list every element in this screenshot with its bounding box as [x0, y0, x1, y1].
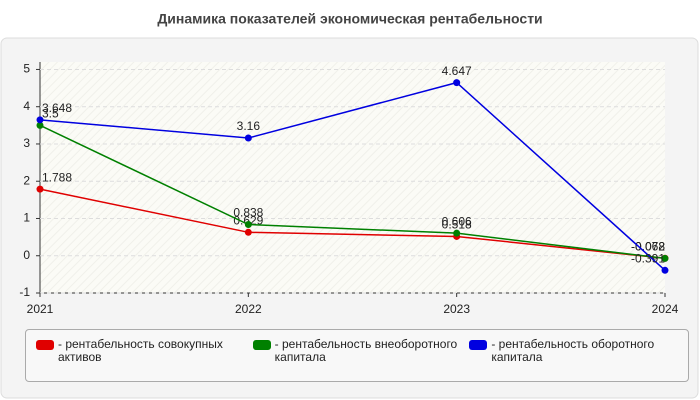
point — [661, 254, 669, 262]
y-tick-label: 4 — [23, 99, 30, 113]
y-tick-label: 5 — [23, 62, 30, 76]
point — [36, 116, 44, 124]
legend-item: - рентабельность оборотного капитала — [465, 338, 682, 373]
legend-label: - рентабельность совокупных активов — [58, 337, 223, 364]
y-tick-label: 1 — [23, 211, 30, 225]
x-tick-label: 2022 — [235, 302, 262, 316]
legend-item: - рентабельность совокупных активов — [32, 338, 249, 373]
data-label: 0.838 — [233, 206, 263, 220]
y-tick-label: -1 — [19, 285, 30, 299]
point — [36, 185, 44, 193]
data-label: -0.072 — [631, 240, 665, 254]
data-label: 0.606 — [442, 214, 472, 228]
series-line — [39, 81, 666, 271]
data-label: -0.391 — [631, 251, 665, 265]
data-label: 3.5 — [42, 107, 59, 121]
legend-label: - рентабельность внеоборотного капитала — [274, 337, 458, 364]
point — [661, 266, 669, 274]
data-label: 3.16 — [237, 119, 261, 133]
y-tick-label: 2 — [23, 173, 30, 187]
data-label: -0.068 — [631, 239, 665, 253]
x-tick-label: 2024 — [652, 302, 679, 316]
legend-swatch — [469, 340, 488, 350]
legend-swatch — [252, 340, 271, 350]
chart-title: Динамика показателей экономическая рента… — [157, 11, 542, 27]
y-tick-label: 3 — [23, 136, 30, 150]
point — [244, 221, 252, 229]
legend-label: - рентабельность оборотного капитала — [491, 337, 655, 364]
x-tick-label: 2023 — [443, 302, 470, 316]
x-tick-label: 2021 — [27, 302, 54, 316]
data-label: 0.518 — [442, 218, 472, 232]
point — [453, 79, 461, 87]
point — [453, 229, 461, 237]
data-label: 0.629 — [233, 213, 263, 227]
point — [244, 228, 252, 236]
legend: - рентабельность совокупных активов - рен… — [25, 329, 689, 382]
legend-swatch — [36, 340, 54, 350]
point — [36, 121, 44, 129]
point — [244, 134, 252, 142]
y-tick-label: 0 — [23, 248, 30, 262]
data-label: 3.648 — [42, 101, 72, 115]
data-label: 4.647 — [442, 64, 472, 78]
series-line — [39, 188, 666, 260]
data-label: 1.788 — [42, 170, 72, 184]
legend-item: - рентабельность внеоборотного капитала — [249, 338, 466, 373]
series-line — [39, 124, 666, 260]
plot-area — [40, 62, 665, 293]
